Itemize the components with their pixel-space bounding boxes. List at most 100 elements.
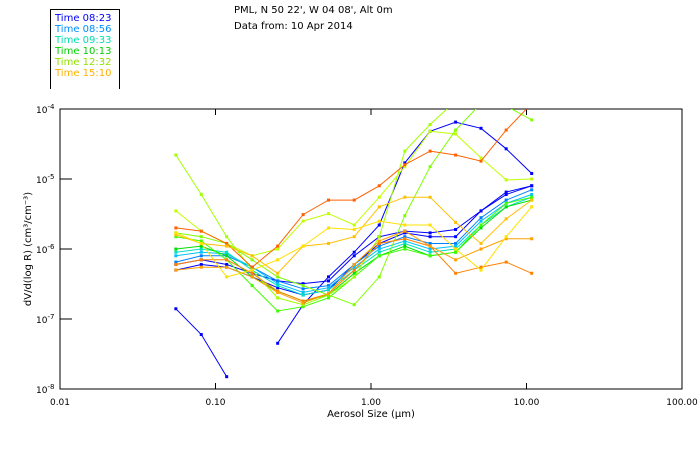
data-point: [504, 237, 508, 241]
data-point: [504, 178, 508, 182]
data-point: [327, 226, 331, 230]
data-point: [276, 247, 280, 251]
data-point: [504, 201, 508, 205]
data-point: [454, 250, 458, 254]
data-point: [199, 265, 203, 269]
data-point: [479, 216, 483, 220]
data-point: [327, 212, 331, 216]
data-point: [250, 268, 254, 272]
data-point: [174, 209, 178, 213]
series-s6: [174, 195, 534, 297]
legend-item: Time 08:23: [55, 13, 112, 24]
data-point: [327, 292, 331, 296]
data-point: [301, 284, 305, 288]
data-point: [276, 341, 280, 345]
data-point: [504, 205, 508, 209]
data-point: [352, 250, 356, 254]
data-point: [199, 241, 203, 245]
y-tick-label: 10-5: [36, 173, 54, 186]
y-tick-label: 10-6: [36, 243, 55, 256]
data-point: [530, 193, 534, 197]
data-point: [276, 284, 280, 288]
data-point: [327, 198, 331, 202]
data-point: [479, 126, 483, 130]
data-point: [403, 239, 407, 243]
data-point: [352, 223, 356, 227]
data-point: [428, 250, 432, 254]
x-tick-label: 100.00: [666, 398, 698, 408]
data-point: [250, 271, 254, 275]
data-point: [276, 244, 280, 248]
data-point: [301, 244, 305, 248]
data-point: [199, 254, 203, 258]
data-point: [530, 177, 534, 181]
data-point: [301, 290, 305, 294]
data-point: [276, 296, 280, 300]
data-point: [454, 120, 458, 124]
data-point: [403, 247, 407, 251]
data-point: [377, 244, 381, 248]
data-point: [225, 375, 229, 379]
data-point: [352, 265, 356, 269]
data-point: [428, 254, 432, 258]
data-point: [428, 247, 432, 251]
data-point: [377, 247, 381, 251]
data-point: [530, 188, 534, 192]
data-point: [276, 282, 280, 286]
data-point: [250, 275, 254, 279]
data-point: [377, 239, 381, 243]
data-point: [301, 213, 305, 217]
x-tick-label: 1.00: [361, 398, 381, 408]
data-point: [174, 250, 178, 254]
data-point: [352, 303, 356, 307]
data-point: [403, 165, 407, 169]
data-point: [479, 156, 483, 160]
data-point: [327, 284, 331, 288]
data-point: [530, 118, 534, 122]
y-axis-label: dV/d(log R) (cm³/cm⁻³): [23, 192, 34, 306]
data-point: [377, 195, 381, 199]
data-point: [530, 198, 534, 202]
data-point: [250, 254, 254, 258]
data-point: [403, 195, 407, 199]
data-point: [199, 263, 203, 267]
data-point: [454, 244, 458, 248]
data-point: [250, 265, 254, 269]
data-point: [199, 193, 203, 197]
data-point: [454, 220, 458, 224]
data-point: [479, 265, 483, 269]
data-point: [199, 247, 203, 251]
data-point: [377, 219, 381, 223]
data-point: [504, 190, 508, 194]
data-point: [327, 286, 331, 290]
data-point: [199, 333, 203, 337]
data-point: [352, 227, 356, 231]
data-point: [479, 247, 483, 251]
series-s16: [174, 205, 534, 279]
data-point: [377, 241, 381, 245]
data-point: [352, 263, 356, 267]
data-point: [327, 275, 331, 279]
data-point: [225, 250, 229, 254]
legend-item: Time 09:33: [55, 35, 112, 46]
data-point: [403, 244, 407, 248]
data-point: [454, 100, 457, 103]
data-point: [403, 214, 407, 218]
data-point: [301, 287, 305, 291]
data-point: [479, 241, 483, 245]
data-point: [199, 229, 203, 233]
data-point: [327, 288, 331, 292]
data-point: [301, 299, 305, 303]
data-point: [479, 209, 483, 213]
data-point: [428, 223, 432, 227]
data-point: [530, 205, 534, 209]
data-point: [174, 233, 178, 237]
series-line: [175, 308, 228, 377]
data-point: [403, 235, 407, 239]
data-point: [530, 271, 534, 275]
data-point: [428, 231, 432, 235]
data-point: [276, 275, 280, 279]
data-point: [504, 128, 508, 132]
data-point: [301, 293, 305, 297]
